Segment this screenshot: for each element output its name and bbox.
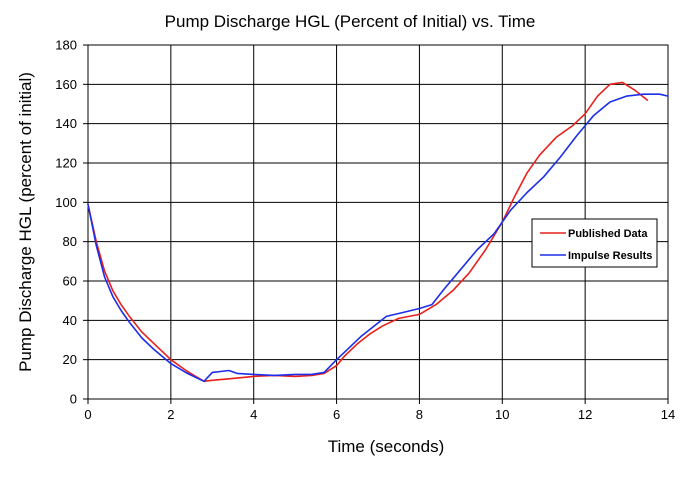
y-tick-label: 100	[55, 195, 77, 210]
series-lines	[87, 81, 669, 383]
y-tick-label: 120	[55, 156, 77, 171]
x-tick-label: 6	[333, 407, 340, 422]
legend-box	[531, 218, 658, 268]
y-tick-label: 80	[63, 234, 77, 249]
x-axis-label: Time (seconds)	[328, 437, 445, 456]
y-tick-label: 0	[70, 392, 77, 407]
y-tick-label: 140	[55, 116, 77, 131]
plot-area	[87, 44, 669, 400]
x-tick-label: 2	[167, 407, 174, 422]
legend: Published Data Impulse Results	[531, 218, 658, 268]
x-tick-label: 10	[495, 407, 509, 422]
series-line-impulse-results	[87, 93, 669, 383]
legend-label: Published Data	[568, 228, 648, 240]
series-line-published-data	[87, 81, 649, 383]
chart-title: Pump Discharge HGL (Percent of Initial) …	[165, 12, 536, 31]
legend-label: Impulse Results	[568, 250, 652, 262]
x-axis-ticks: 0 2 4 6 8 10 12 14	[84, 399, 675, 422]
y-axis-ticks: 0 20 40 60 80 100 120 140 160 180	[55, 38, 88, 407]
x-tick-label: 12	[578, 407, 592, 422]
x-tick-label: 0	[84, 407, 91, 422]
x-tick-label: 14	[661, 407, 675, 422]
y-tick-label: 40	[63, 313, 77, 328]
x-tick-label: 8	[416, 407, 423, 422]
y-tick-label: 60	[63, 274, 77, 289]
y-axis-label: Pump Discharge HGL (percent of initial)	[16, 72, 35, 372]
y-tick-label: 20	[63, 352, 77, 367]
y-tick-label: 160	[55, 77, 77, 92]
y-tick-label: 180	[55, 38, 77, 53]
x-tick-label: 4	[250, 407, 257, 422]
